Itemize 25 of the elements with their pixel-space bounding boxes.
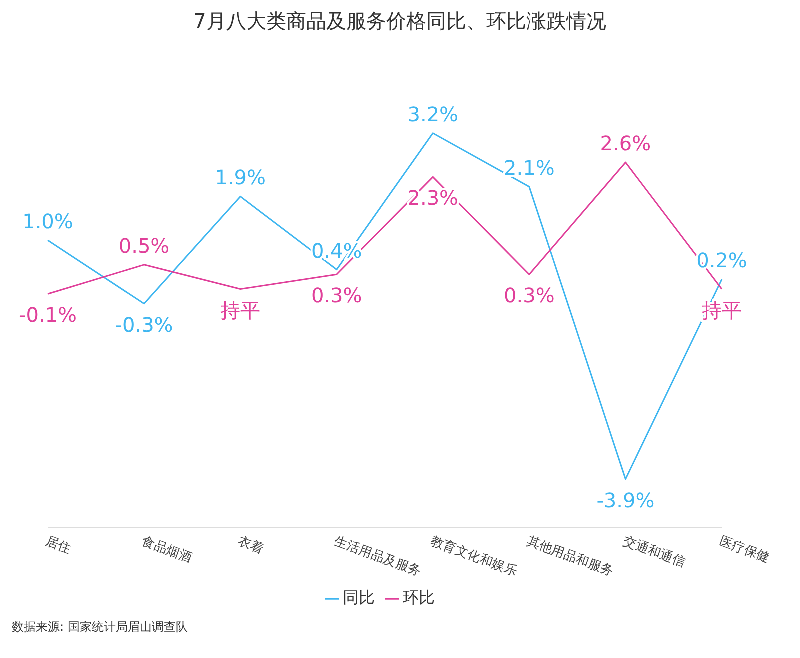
legend-label: 同比 — [343, 588, 375, 607]
legend-label: 环比 — [403, 588, 435, 607]
data-label: -3.9% — [596, 488, 655, 512]
data-label: 0.5% — [118, 234, 170, 258]
x-tick-label: 医疗保健 — [717, 534, 772, 566]
x-tick-label: 其他用品和服务 — [524, 534, 616, 580]
chart-title: 7月八大类商品及服务价格同比、环比涨跌情况 — [192, 8, 608, 35]
x-tick-label: 食品烟酒 — [140, 534, 194, 566]
data-label: 1.9% — [215, 166, 266, 190]
data-label: 2.1% — [504, 156, 555, 180]
x-tick-label: 教育文化和娱乐 — [428, 533, 520, 580]
x-tick-label: 交通和通信 — [621, 533, 688, 571]
data-label: 0.3% — [311, 284, 362, 308]
x-tick-label: 生活用品及服务 — [332, 534, 423, 580]
data-label: -0.1% — [18, 303, 78, 328]
x-tick-label: 衣着 — [236, 533, 266, 558]
source-note: 数据来源: 国家统计局眉山调查队 — [12, 619, 189, 636]
data-label: 3.2% — [408, 102, 459, 126]
x-tick-label: 居住 — [43, 534, 74, 558]
data-label: 2.3% — [408, 186, 459, 210]
data-label: 持平 — [220, 298, 261, 322]
data-label: 2.6% — [600, 132, 652, 156]
data-label: -0.3% — [115, 312, 174, 337]
data-label: 1.0% — [22, 210, 74, 234]
data-label: 0.3% — [504, 284, 555, 308]
